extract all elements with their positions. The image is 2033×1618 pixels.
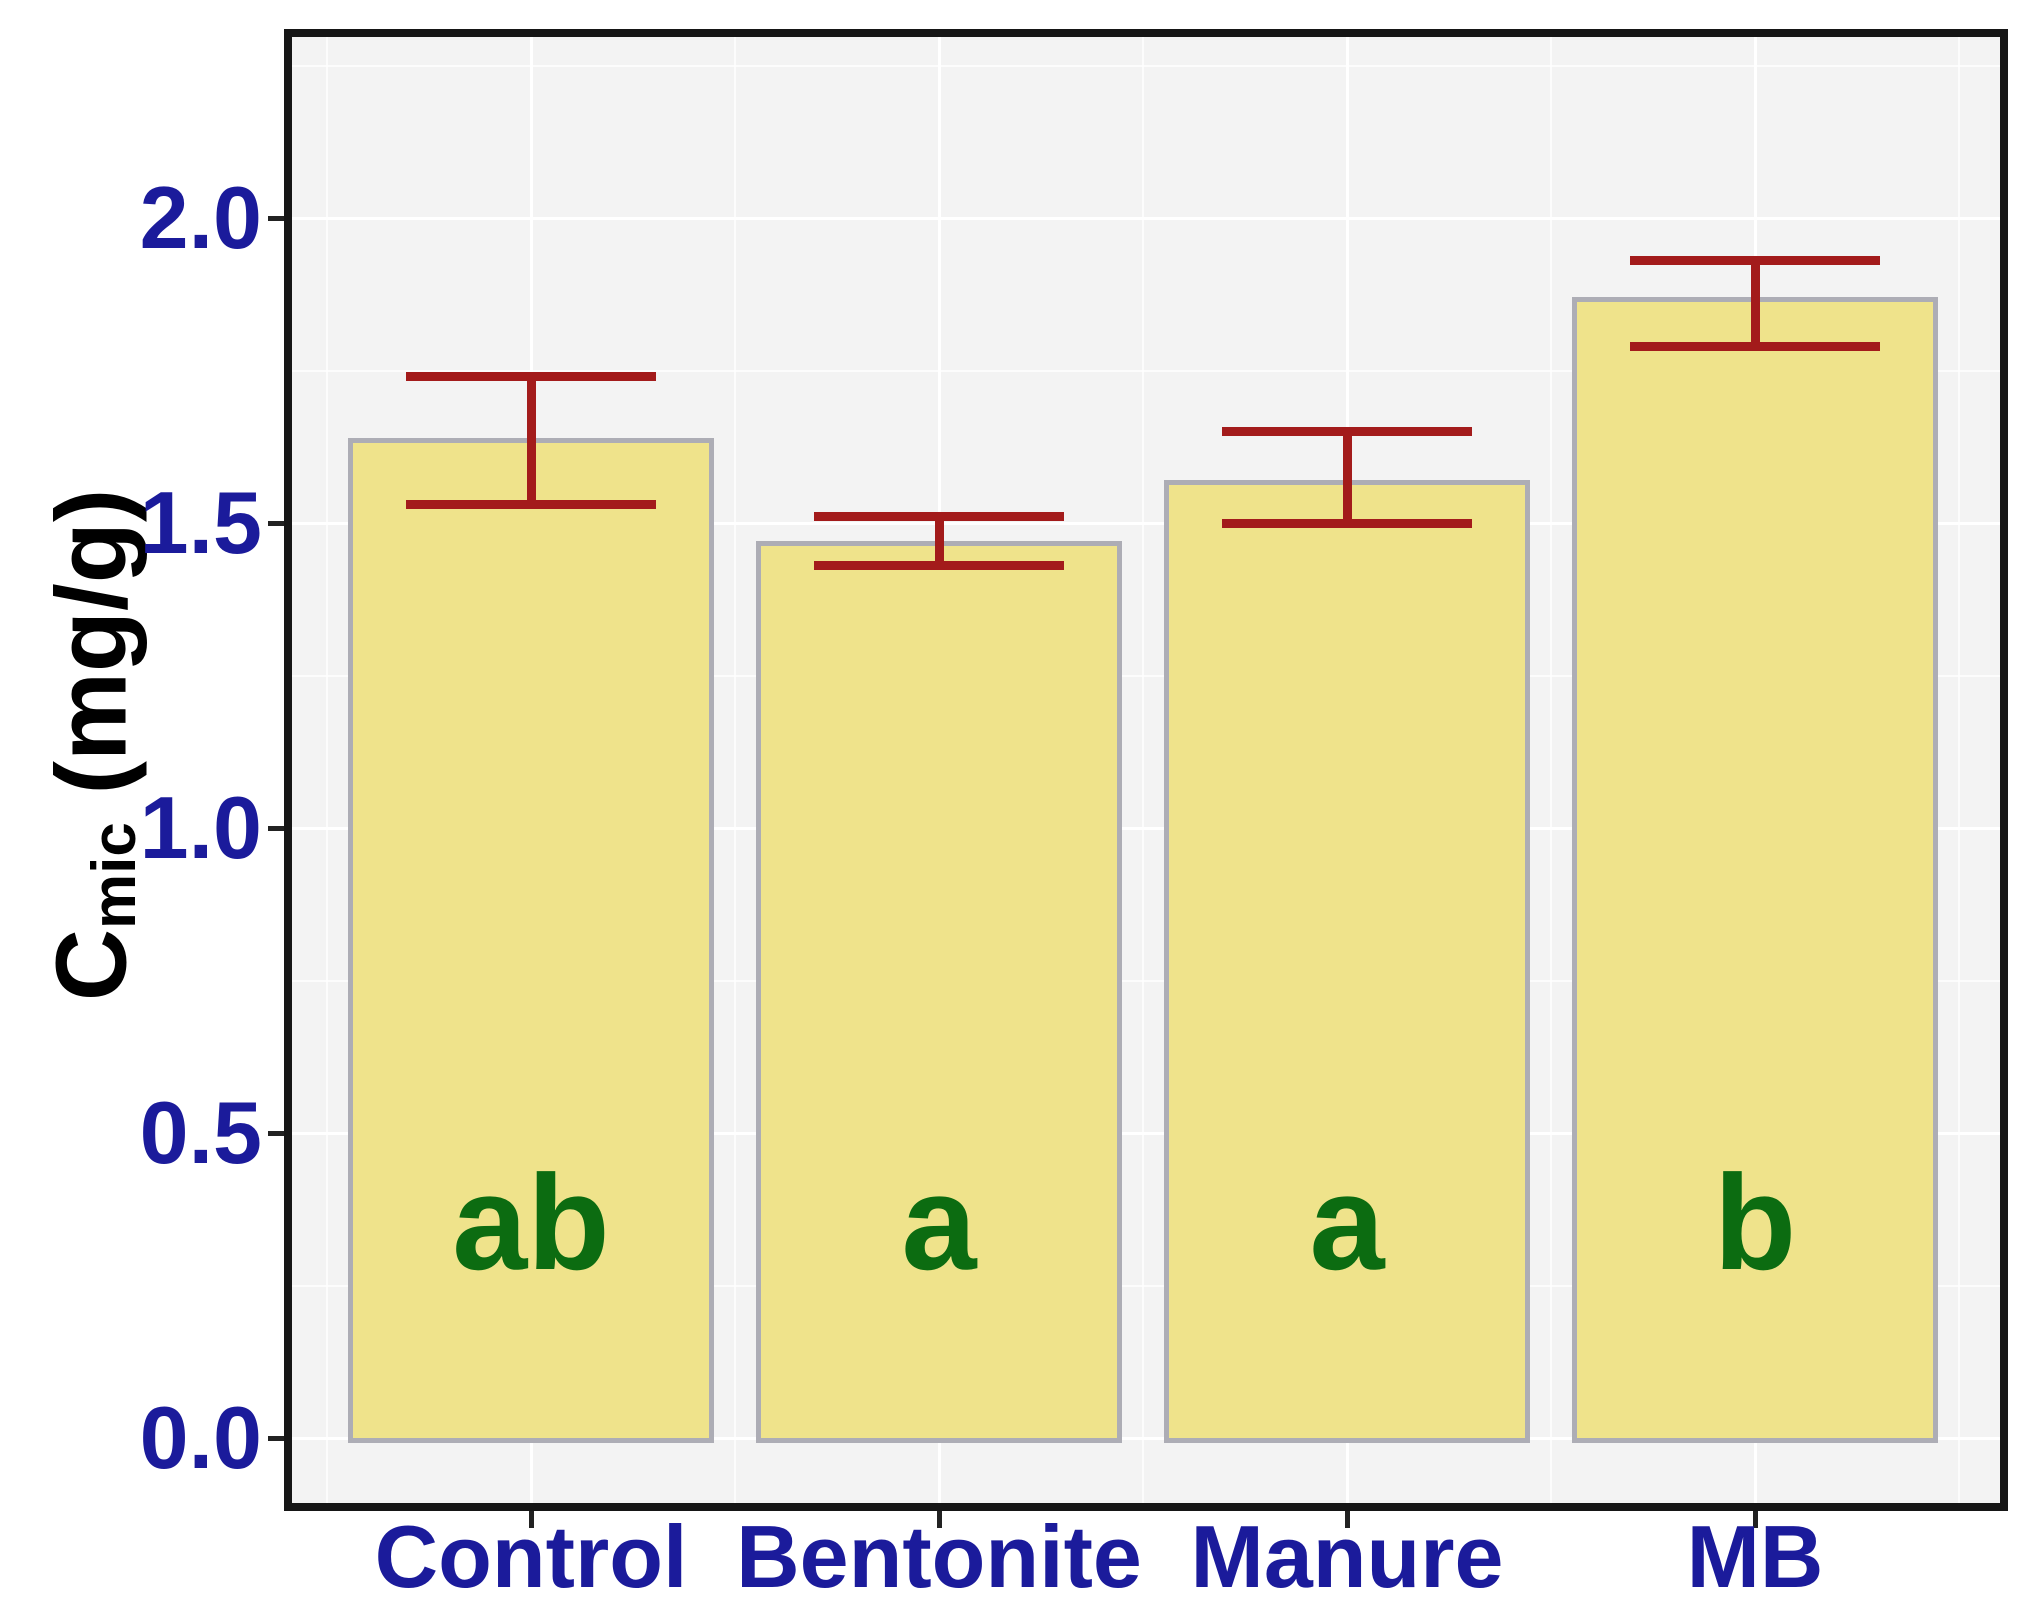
y-tick-label: 0.5: [139, 1083, 262, 1182]
gridline-horizontal-major: [292, 1131, 2000, 1135]
bar: [756, 541, 1122, 1443]
error-bar-cap-bottom: [406, 500, 656, 510]
x-tick: [1344, 1511, 1350, 1528]
y-tick: [268, 1435, 284, 1441]
significance-letter: a: [1309, 1146, 1385, 1298]
error-bar-cap-top: [406, 372, 656, 382]
gridline-horizontal-major: [292, 826, 2000, 830]
y-tick-label: 1.0: [139, 778, 262, 877]
error-bar-cap-top: [1630, 256, 1880, 266]
y-tick: [268, 215, 284, 221]
gridline-horizontal-minor: [292, 369, 2000, 372]
gridline-horizontal-minor: [292, 979, 2000, 982]
x-tick: [528, 1511, 534, 1528]
error-bar-cap-top: [1222, 427, 1472, 436]
y-tick-label: 1.5: [139, 473, 262, 572]
x-category-label: Manure: [1190, 1507, 1504, 1606]
gridline-horizontal-minor: [292, 64, 2000, 67]
plot-panel: ab a a b: [284, 29, 2008, 1511]
x-tick: [936, 1511, 942, 1528]
y-tick-label: 2.0: [139, 168, 262, 267]
gridline-vertical-minor: [1550, 37, 1552, 1503]
y-tick-label: 0.0: [139, 1388, 262, 1487]
x-tick: [1752, 1511, 1758, 1528]
error-bar-line: [1750, 260, 1760, 347]
error-bar-cap-bottom: [814, 561, 1064, 571]
x-category-label: MB: [1686, 1507, 1824, 1606]
gridline-horizontal-major: [292, 521, 2000, 525]
x-category-label: Control: [374, 1507, 688, 1606]
x-category-label: Bentonite: [736, 1507, 1142, 1606]
error-bar-line: [934, 516, 944, 566]
y-tick: [268, 1130, 284, 1136]
y-tick: [268, 825, 284, 831]
error-bar-line: [526, 376, 536, 505]
bar: [1572, 297, 1938, 1443]
gridline-vertical-minor: [326, 37, 328, 1503]
error-bar-cap-bottom: [1630, 341, 1880, 351]
bar: [348, 437, 714, 1443]
significance-letter: ab: [452, 1146, 610, 1298]
error-bar-cap-top: [814, 512, 1064, 522]
bar: [1164, 480, 1530, 1443]
gridline-horizontal-major: [292, 216, 2000, 220]
gridline-vertical-minor: [1142, 37, 1144, 1503]
gridline-horizontal-major: [292, 1436, 2000, 1440]
y-tick: [268, 520, 284, 526]
gridline-vertical-minor: [734, 37, 736, 1503]
significance-letter: b: [1713, 1146, 1797, 1298]
gridline-horizontal-minor: [292, 1284, 2000, 1287]
plot-area: ab a a b: [292, 37, 2000, 1503]
error-bar-cap-bottom: [1222, 518, 1472, 528]
gridline-vertical-minor: [1958, 37, 1960, 1503]
y-axis-title-symbol: C: [35, 928, 148, 1002]
error-bar-line: [1342, 431, 1352, 523]
significance-letter: a: [901, 1146, 977, 1298]
gridline-horizontal-minor: [292, 674, 2000, 677]
